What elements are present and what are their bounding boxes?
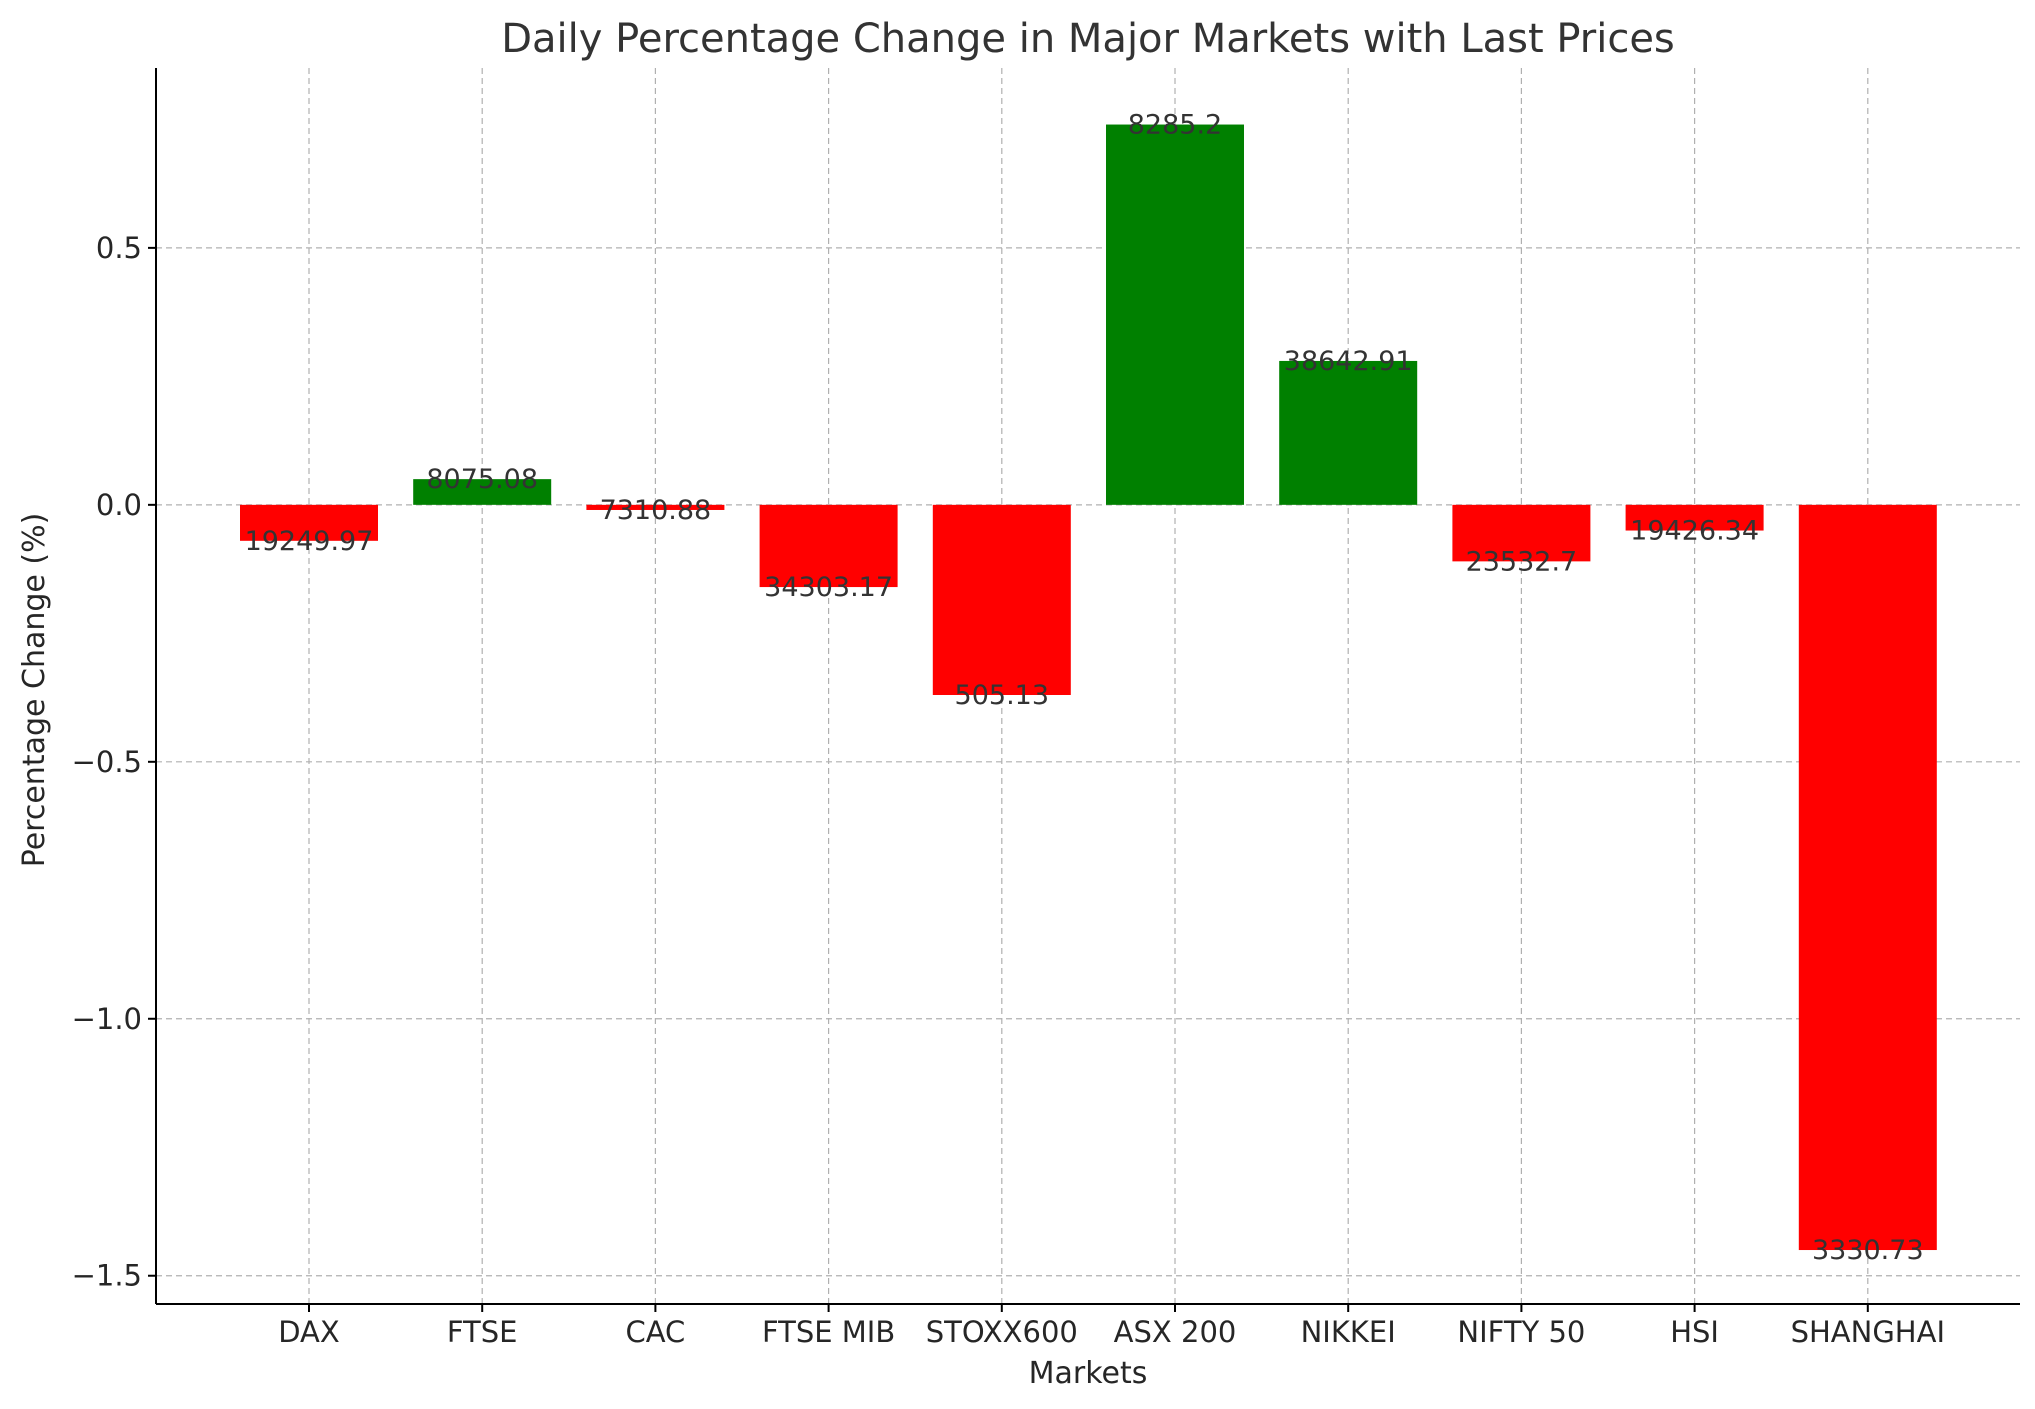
chart-title: Daily Percentage Change in Major Markets…	[501, 16, 1675, 62]
x-tick-label: FTSE MIB	[762, 1315, 895, 1349]
bar	[1452, 504, 1591, 562]
bar	[759, 504, 898, 588]
bar-value-label: 38642.91	[1284, 346, 1413, 377]
x-tick-label: NIKKEI	[1301, 1315, 1396, 1349]
x-tick-label: SHANGHAI	[1791, 1315, 1945, 1349]
x-axis-label: Markets	[1029, 1356, 1148, 1391]
x-tick-label: DAX	[278, 1315, 340, 1349]
bar-value-label: 19249.97	[245, 526, 374, 557]
bar	[1106, 124, 1244, 505]
bar	[586, 504, 725, 510]
bar	[1625, 504, 1764, 531]
x-tick-label: FTSE	[447, 1315, 518, 1349]
y-tick-label: −1.0	[72, 1002, 142, 1036]
bar-value-label: 7310.88	[600, 495, 712, 526]
y-tick-label: 0.5	[96, 231, 142, 265]
y-tick-label: 0.0	[96, 488, 142, 522]
bar-value-label: 505.13	[955, 680, 1049, 711]
x-ticks: DAX FTSE CAC FTSE MIB STOXX600 ASX 200 NIKKEI N…	[278, 1304, 1945, 1349]
bar-value-label: 8075.08	[426, 464, 538, 495]
bar	[1279, 360, 1418, 505]
bar-value-label: 3330.73	[1812, 1235, 1924, 1266]
x-tick-label: HSI	[1670, 1315, 1719, 1349]
grid-lines	[156, 68, 2020, 1304]
bar-value-labels: 19249.97 8075.08 7310.88 34303.17 505.13 8285…	[245, 110, 1924, 1267]
bar-value-label: 19426.34	[1630, 516, 1759, 547]
y-ticks: 0.5 0.0 −0.5 −1.0 −1.5	[72, 231, 156, 1293]
y-axis-label: Percentage Change (%)	[17, 513, 52, 868]
y-tick-label: −1.5	[72, 1259, 142, 1293]
bar	[932, 504, 1071, 695]
bar	[1798, 504, 1937, 1251]
axes	[155, 68, 2020, 1305]
bars	[240, 124, 1937, 1251]
x-tick-label: CAC	[625, 1315, 685, 1349]
bar-value-label: 23532.7	[1466, 546, 1578, 577]
bar	[413, 479, 552, 505]
x-tick-label: NIFTY 50	[1457, 1315, 1585, 1349]
x-tick-label: STOXX600	[926, 1315, 1078, 1349]
bar-value-label: 8285.2	[1128, 110, 1222, 141]
bar	[240, 504, 378, 541]
y-tick-label: −0.5	[72, 745, 142, 779]
x-tick-label: ASX 200	[1114, 1315, 1237, 1349]
bar-value-label: 34303.17	[764, 572, 893, 603]
